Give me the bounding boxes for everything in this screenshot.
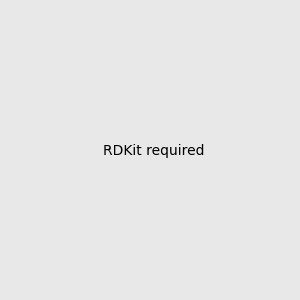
Text: RDKit required: RDKit required — [103, 145, 205, 158]
